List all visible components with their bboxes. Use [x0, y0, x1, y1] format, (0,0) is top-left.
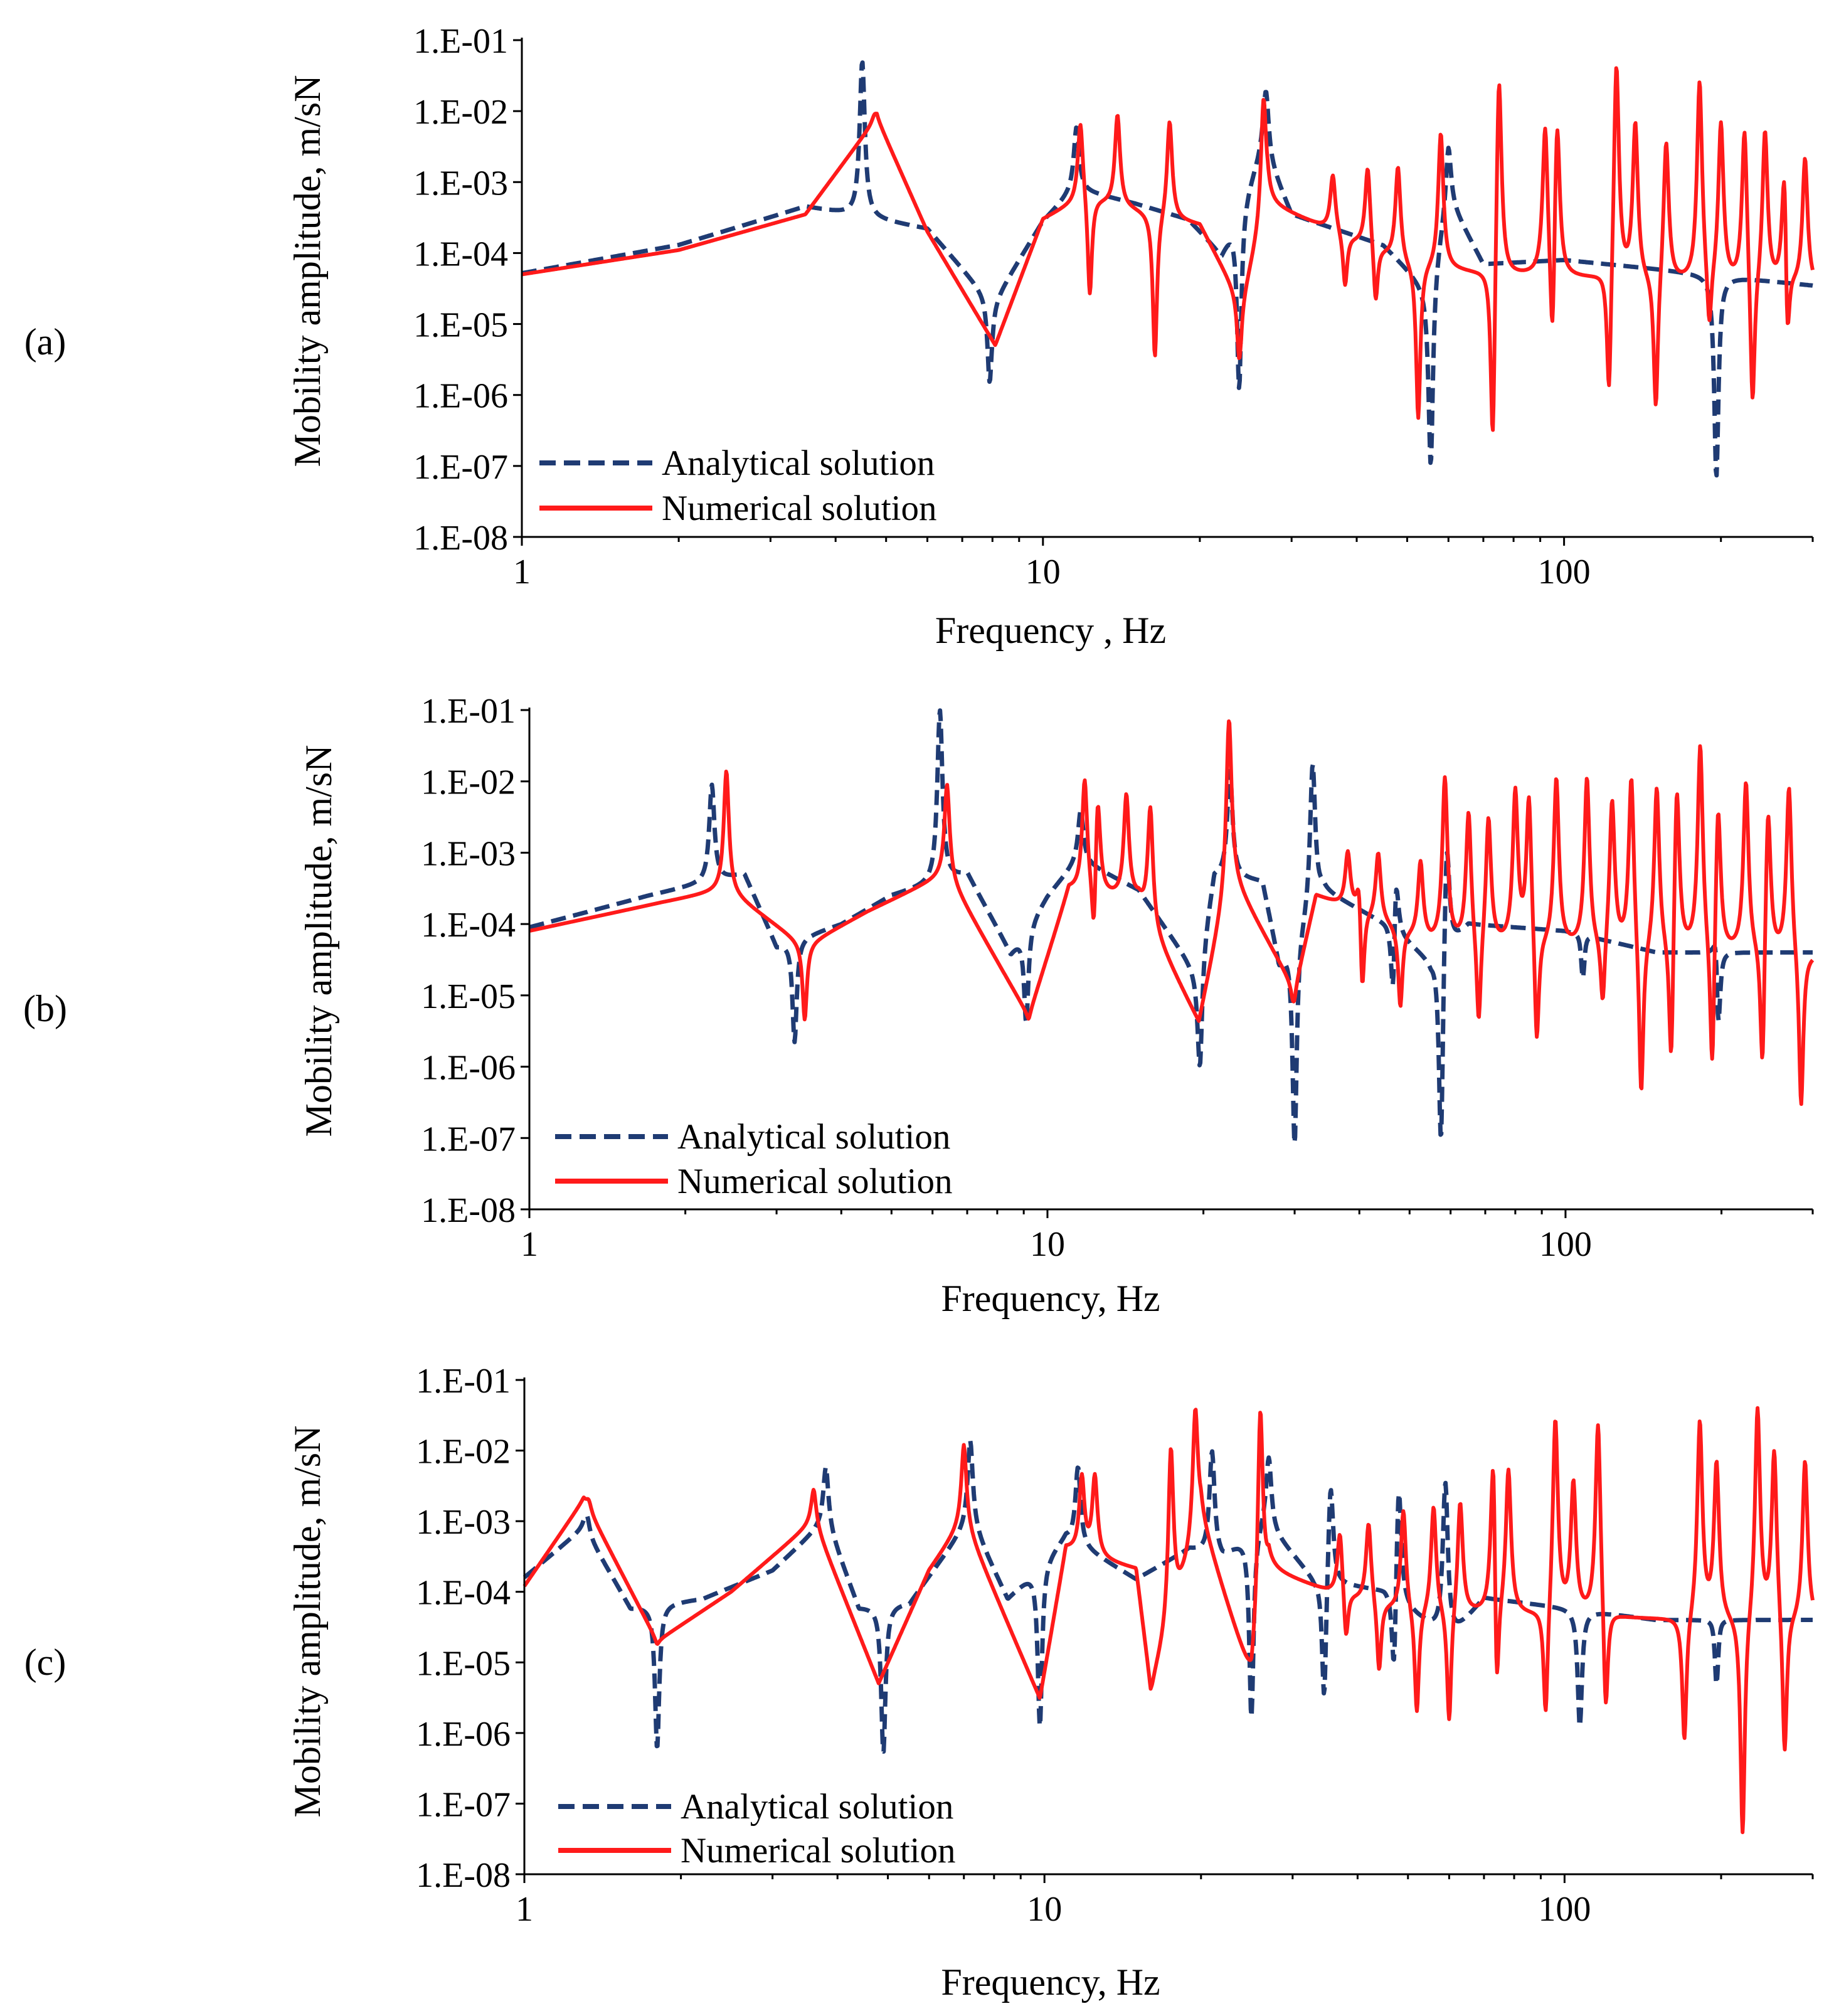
y-tick-label: 1.E-07 [421, 1120, 516, 1159]
x-tick-label: 100 [1539, 1225, 1592, 1264]
legend-analytical-label: Analytical solution [662, 443, 935, 483]
axes [521, 38, 1813, 538]
x-tick-label: 1 [521, 1225, 538, 1264]
axes [528, 708, 1813, 1211]
y-tick-label: 1.E-06 [416, 1715, 511, 1754]
y-tick-label: 1.E-01 [421, 692, 516, 731]
y-axis-ticks: 1.E-08 1.E-07 1.E-06 1.E-05 1.E-04 1.E-03 1.E-… [413, 22, 522, 558]
y-tick-label: 1.E-03 [421, 834, 516, 873]
x-axis-ticks: 1 10 100 [513, 537, 1814, 592]
y-tick-label: 1.E-07 [416, 1785, 511, 1824]
numerical-solution-line [521, 66, 1815, 432]
x-axis-label: Frequency, Hz [941, 1278, 1160, 1319]
y-tick-label: 1.E-06 [413, 377, 508, 416]
y-tick-label: 1.E-04 [416, 1574, 511, 1613]
x-tick-label: 100 [1538, 1890, 1591, 1929]
legend: Analytical solution Numerical solution [555, 1117, 953, 1201]
panel-label: (a) [24, 321, 66, 363]
y-tick-label: 1.E-03 [416, 1503, 511, 1542]
x-tick-label: 10 [1027, 1890, 1062, 1929]
panel-b: (b) Mobility amplitude, m/sN Frequency, … [23, 692, 1815, 1319]
y-tick-label: 1.E-06 [421, 1049, 516, 1088]
y-tick-label: 1.E-04 [413, 235, 508, 273]
panel-c: (c) Mobility amplitude, m/sN Frequency, … [24, 1362, 1815, 2003]
y-tick-label: 1.E-02 [416, 1433, 511, 1472]
axes [523, 1377, 1813, 1875]
numerical-solution-line [528, 719, 1815, 1106]
y-axis-label: Mobility amplitude, m/sN [287, 1426, 328, 1818]
panel-label: (c) [24, 1642, 66, 1683]
y-tick-label: 1.E-03 [413, 164, 508, 203]
y-tick-label: 1.E-01 [416, 1362, 511, 1401]
y-tick-label: 1.E-05 [421, 977, 516, 1016]
legend-analytical-label: Analytical solution [677, 1117, 950, 1157]
x-axis-label: Frequency, Hz [941, 1961, 1160, 2003]
y-tick-label: 1.E-01 [413, 22, 508, 61]
y-tick-label: 1.E-08 [421, 1191, 516, 1230]
x-tick-label: 1 [516, 1890, 533, 1929]
y-tick-label: 1.E-02 [421, 763, 516, 802]
y-axis-label: Mobility amplitude, m/sN [287, 75, 328, 467]
y-tick-label: 1.E-02 [413, 93, 508, 132]
panel-label: (b) [23, 988, 67, 1029]
y-axis-label: Mobility amplitude, m/sN [298, 745, 339, 1137]
y-tick-label: 1.E-08 [416, 1856, 511, 1895]
plot-area [522, 1406, 1815, 1835]
plot-area [520, 60, 1815, 478]
y-axis-ticks: 1.E-08 1.E-07 1.E-06 1.E-05 1.E-04 1.E-03 1.E-… [421, 692, 529, 1230]
y-tick-label: 1.E-05 [416, 1644, 511, 1683]
x-axis-label: Frequency , Hz [935, 610, 1166, 651]
y-tick-label: 1.E-08 [413, 519, 508, 558]
x-axis-ticks: 1 10 100 [521, 1209, 1814, 1264]
y-axis-ticks: 1.E-08 1.E-07 1.E-06 1.E-05 1.E-04 1.E-03 1.E-… [416, 1362, 524, 1895]
y-tick-label: 1.E-07 [413, 448, 508, 487]
legend: Analytical solution Numerical solution [539, 443, 937, 528]
y-tick-label: 1.E-04 [421, 906, 516, 945]
legend: Analytical solution Numerical solution [558, 1787, 956, 1870]
panel-a: (a) Mobility amplitude, m/sN Frequency ,… [24, 22, 1815, 651]
x-tick-label: 100 [1538, 553, 1591, 592]
legend-numerical-label: Numerical solution [677, 1162, 953, 1201]
y-tick-label: 1.E-05 [413, 306, 508, 345]
legend-numerical-label: Numerical solution [681, 1831, 956, 1870]
x-tick-label: 10 [1030, 1225, 1065, 1264]
x-tick-label: 1 [513, 553, 531, 592]
legend-analytical-label: Analytical solution [681, 1787, 953, 1827]
plot-area [527, 708, 1815, 1146]
numerical-solution-line [522, 1406, 1815, 1835]
legend-numerical-label: Numerical solution [662, 489, 937, 528]
x-tick-label: 10 [1026, 553, 1061, 592]
